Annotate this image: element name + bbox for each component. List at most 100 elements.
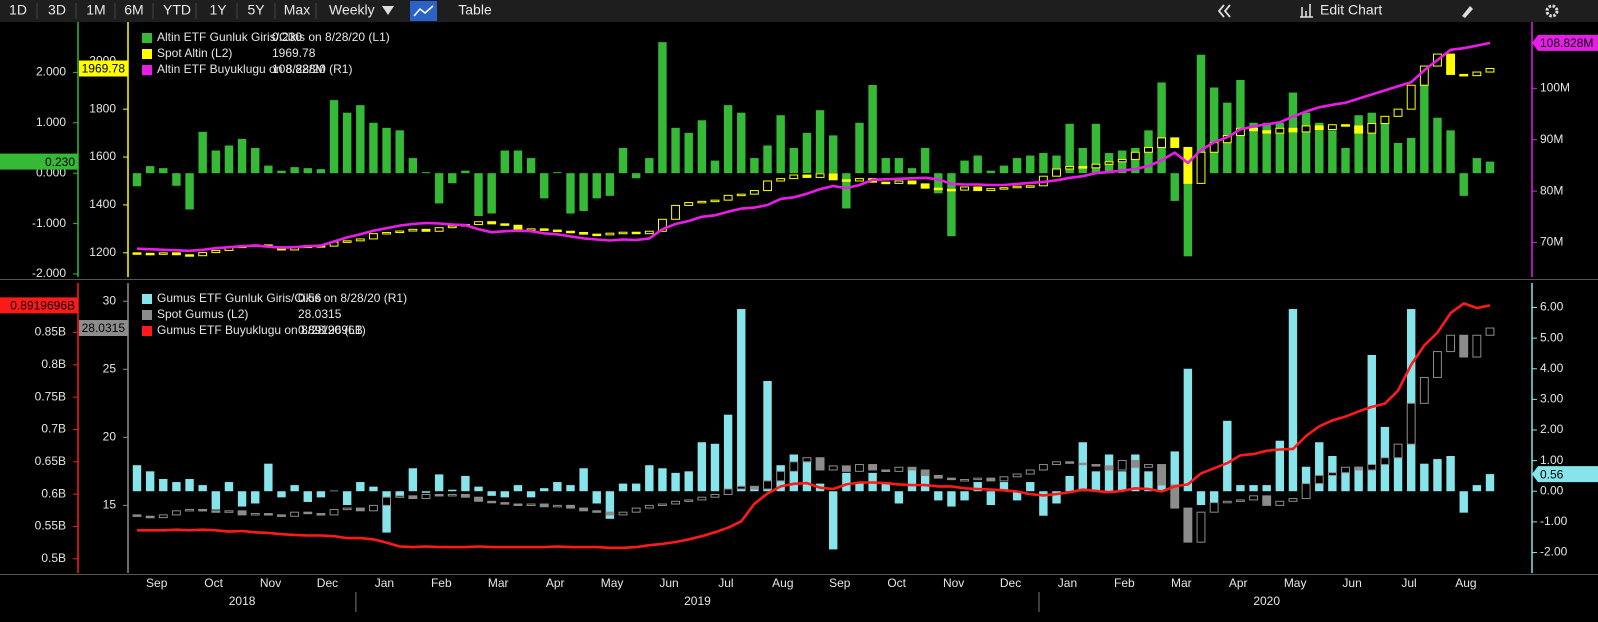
x-year-label: 2020 xyxy=(1253,594,1280,608)
bar xyxy=(251,491,260,504)
bar xyxy=(960,160,969,174)
bar xyxy=(750,158,759,174)
range-button[interactable]: Max xyxy=(284,2,310,18)
bar xyxy=(185,478,194,492)
y-tick-label: 20 xyxy=(103,429,117,443)
bar xyxy=(855,482,864,492)
bar xyxy=(1433,459,1442,492)
candle-body xyxy=(158,252,168,255)
bar xyxy=(1026,482,1035,492)
y-tick-label: 0.6B xyxy=(41,486,66,500)
bar xyxy=(934,173,943,194)
candle-body xyxy=(1485,327,1495,336)
bar xyxy=(1262,122,1271,174)
candle-body xyxy=(1327,472,1337,476)
bar xyxy=(1275,122,1285,174)
legend-label: Gumus ETF Gunluk Giris/Cikis on 8/28/20 … xyxy=(157,291,407,305)
range-button[interactable]: 5Y xyxy=(247,2,265,18)
collapse-icon[interactable] xyxy=(1217,4,1231,18)
bar xyxy=(592,173,601,199)
candle-body xyxy=(828,173,838,181)
bar xyxy=(907,168,917,174)
bar xyxy=(500,491,510,498)
range-button[interactable]: 3D xyxy=(48,2,66,18)
x-month-label: Feb xyxy=(431,576,452,590)
bar xyxy=(145,471,155,492)
candle-body xyxy=(710,493,720,498)
bar xyxy=(1459,491,1468,513)
range-button[interactable]: YTD xyxy=(163,2,191,18)
y-tick-label: 1600 xyxy=(89,149,116,163)
bar xyxy=(211,150,221,174)
bar xyxy=(1354,466,1363,492)
bar xyxy=(277,170,286,174)
y-tick-label: 1400 xyxy=(89,197,116,211)
range-button[interactable]: 6M xyxy=(124,2,143,18)
bar xyxy=(684,471,693,492)
candle-body xyxy=(434,227,444,232)
settings-icon[interactable] xyxy=(1545,4,1559,18)
candle-body xyxy=(263,513,273,516)
candle-body xyxy=(395,230,405,234)
candle-body xyxy=(802,457,812,463)
y-tick-label: 0.85B xyxy=(35,325,66,339)
candle-body xyxy=(421,493,431,500)
candle-body xyxy=(460,493,470,498)
annotate-icon[interactable] xyxy=(1462,6,1473,18)
x-month-label: Sep xyxy=(829,576,851,590)
bar xyxy=(303,491,312,502)
bar xyxy=(1065,123,1074,174)
candle-body xyxy=(946,477,956,481)
y-tick-label: 1200 xyxy=(89,245,116,259)
bar xyxy=(605,491,615,519)
y-tick-label: 1800 xyxy=(89,101,116,115)
bar xyxy=(723,414,733,492)
bar xyxy=(1236,79,1245,174)
bar xyxy=(894,158,904,174)
candle-body xyxy=(1393,108,1403,117)
range-button[interactable]: 1M xyxy=(86,2,105,18)
bar xyxy=(342,491,352,506)
x-year-label: 2018 xyxy=(229,594,256,608)
bar xyxy=(1393,452,1403,492)
legend-label: Altin ETF Gunluk Giris/Cikis on 8/28/20 … xyxy=(157,30,390,44)
candle-body xyxy=(776,470,786,482)
candle-body xyxy=(1065,166,1075,170)
bar xyxy=(1065,475,1074,492)
range-button[interactable]: 1Y xyxy=(209,2,227,18)
bar xyxy=(802,457,812,492)
bar xyxy=(868,84,877,174)
candle-body xyxy=(1419,65,1429,86)
bar xyxy=(500,150,510,174)
candle-body xyxy=(1459,73,1469,77)
frequency-select[interactable]: Weekly xyxy=(329,2,375,18)
bar xyxy=(1078,147,1087,174)
candle-body xyxy=(355,507,365,512)
candle-body xyxy=(198,508,208,512)
edit-chart-icon xyxy=(1300,4,1313,18)
bar xyxy=(1446,456,1455,492)
candle-body xyxy=(408,495,418,500)
bar xyxy=(1026,155,1035,174)
bar xyxy=(290,167,299,174)
bar xyxy=(159,168,168,174)
table-button[interactable]: Table xyxy=(458,2,492,18)
candle-body xyxy=(1459,334,1469,358)
candle-body xyxy=(211,249,221,254)
plot-area xyxy=(132,41,1495,257)
bar xyxy=(1288,92,1298,174)
candle-body xyxy=(1117,459,1127,471)
range-button[interactable]: 1D xyxy=(9,2,27,18)
candle-body xyxy=(657,503,667,507)
candle-body xyxy=(592,233,602,237)
candle-body xyxy=(1262,130,1272,134)
legend-label: Altin ETF Buyuklugu on 8/28/20 (R1) xyxy=(157,62,352,76)
bar xyxy=(671,472,680,492)
edit-chart-button[interactable]: Edit Chart xyxy=(1320,2,1382,18)
legend-swatch xyxy=(142,310,152,320)
candle-body xyxy=(1419,376,1429,404)
candle-body xyxy=(763,480,772,490)
candle-body xyxy=(1038,464,1048,471)
candle-body xyxy=(342,507,352,511)
x-month-label: May xyxy=(601,576,624,590)
